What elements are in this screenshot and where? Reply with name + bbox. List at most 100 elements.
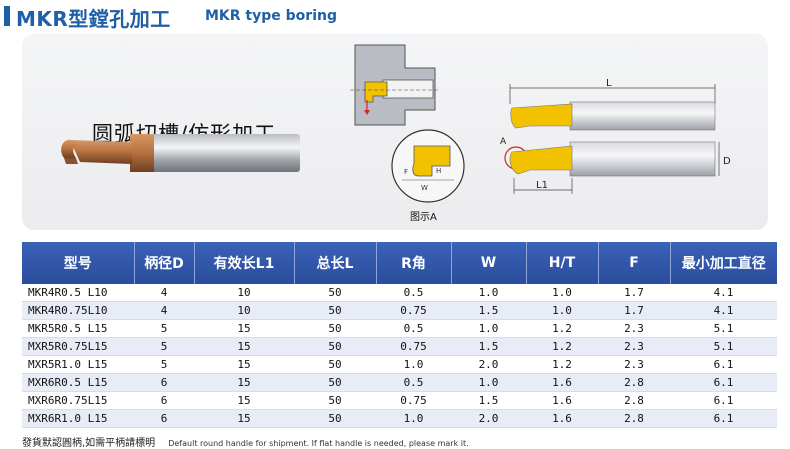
cell: 0.5 <box>376 284 451 302</box>
header-w: W <box>451 242 527 284</box>
cell: 1.0 <box>376 409 451 428</box>
header-r-angle: R角 <box>376 242 452 284</box>
table-row: MXR6R0.75L15 6 15 50 0.75 1.5 1.6 2.8 6.… <box>22 391 777 410</box>
page-subtitle: MKR type boring <box>205 8 337 24</box>
table-row: MXR6R0.5 L15 6 15 50 0.5 1.0 1.6 2.8 6.1 <box>22 373 777 392</box>
cell-model: MKR5R0.5 L15 <box>22 319 134 338</box>
cell: 1.0 <box>451 319 526 338</box>
cell: 10 <box>194 284 294 302</box>
cell: 6 <box>134 373 194 392</box>
cell: 1.7 <box>598 284 670 302</box>
dimension-drawing: L A D L1 <box>500 78 731 194</box>
cell: 0.75 <box>376 391 451 410</box>
table-row: MKR4R0.5 L10 4 10 50 0.5 1.0 1.0 1.7 4.1 <box>22 284 777 302</box>
table-row: MKR4R0.75L10 4 10 50 0.75 1.5 1.0 1.7 4.… <box>22 301 777 320</box>
cell: 1.7 <box>598 301 670 320</box>
cell: 6.1 <box>670 373 777 392</box>
cell: 1.2 <box>526 337 598 356</box>
cell: 6 <box>134 409 194 428</box>
cell: 1.2 <box>526 319 598 338</box>
label-d: D <box>723 156 731 167</box>
cell: 50 <box>294 409 376 428</box>
cell: 15 <box>194 337 294 356</box>
header-min-diameter: 最小加工直径 <box>670 242 777 284</box>
cell: 5.1 <box>670 319 777 338</box>
label-h: H <box>436 167 441 175</box>
cell: 50 <box>294 301 376 320</box>
cell: 50 <box>294 391 376 410</box>
cell: 15 <box>194 373 294 392</box>
label-l1: L1 <box>536 180 548 191</box>
table-header-row: 型号 柄径D 有效长L1 总长L R角 W H/T F 最小加工直径 <box>22 242 777 284</box>
cell: 1.5 <box>451 301 526 320</box>
cell: 2.3 <box>598 319 670 338</box>
cell: 1.6 <box>526 409 598 428</box>
cell: 0.5 <box>376 373 451 392</box>
spec-table: 型号 柄径D 有效长L1 总长L R角 W H/T F 最小加工直径 MKR4R… <box>22 242 777 428</box>
page-title: MKR型鏜孔加工 <box>16 7 171 31</box>
cell: 15 <box>194 391 294 410</box>
label-a: A <box>500 137 507 147</box>
cell: 6.1 <box>670 409 777 428</box>
cell: 15 <box>194 319 294 338</box>
figure-a-caption: 图示A <box>410 211 437 223</box>
cell: 10 <box>194 301 294 320</box>
cell: 15 <box>194 355 294 374</box>
cell: 15 <box>194 409 294 428</box>
cell: 5 <box>134 337 194 356</box>
header-effective-length: 有效长L1 <box>194 242 295 284</box>
section-diagram <box>350 44 440 126</box>
cell-model: MKR4R0.5 L10 <box>22 284 134 302</box>
cell-model: MXR5R1.0 L15 <box>22 355 134 374</box>
cell-model: MXR6R0.5 L15 <box>22 373 134 392</box>
header-model: 型号 <box>22 242 135 284</box>
cell: 6 <box>134 391 194 410</box>
cell: 1.6 <box>526 373 598 392</box>
cell: 2.0 <box>451 409 526 428</box>
cell: 4.1 <box>670 284 777 302</box>
cell: 1.5 <box>451 391 526 410</box>
cell: 4 <box>134 301 194 320</box>
title-accent-bar <box>4 6 10 26</box>
cell: 2.8 <box>598 373 670 392</box>
cell: 5 <box>134 355 194 374</box>
cell: 4.1 <box>670 301 777 320</box>
table-row: MXR6R1.0 L15 6 15 50 1.0 2.0 1.6 2.8 6.1 <box>22 409 777 428</box>
cell: 0.75 <box>376 301 451 320</box>
header-shank-diameter: 柄径D <box>134 242 195 284</box>
tool-photo-image <box>61 134 300 172</box>
header-f: F <box>598 242 671 284</box>
table-row: MXR5R1.0 L15 5 15 50 1.0 2.0 1.2 2.3 6.1 <box>22 355 777 374</box>
label-w: W <box>421 184 428 192</box>
footnote-cn: 發貨默認圓柄,如需平柄請標明 <box>22 438 156 449</box>
cell: 1.5 <box>451 337 526 356</box>
cell: 6.1 <box>670 355 777 374</box>
footnote-en: Default round handle for shipment. If fl… <box>168 439 469 448</box>
cell: 0.5 <box>376 319 451 338</box>
detail-a-diagram: F W H 图示A <box>391 129 465 223</box>
cell-model: MXR6R1.0 L15 <box>22 409 134 428</box>
footnote: 發貨默認圓柄,如需平柄請標明 Default round handle for … <box>22 434 469 449</box>
cell: 1.0 <box>526 284 598 302</box>
header-total-length: 总长L <box>294 242 377 284</box>
cell: 2.0 <box>451 355 526 374</box>
cell: 50 <box>294 284 376 302</box>
cell: 2.8 <box>598 391 670 410</box>
cell: 5.1 <box>670 337 777 356</box>
header-h-t: H/T <box>526 242 599 284</box>
cell: 6.1 <box>670 391 777 410</box>
cell: 50 <box>294 355 376 374</box>
cell-model: MKR4R0.75L10 <box>22 301 134 320</box>
cell: 2.8 <box>598 409 670 428</box>
cell: 1.2 <box>526 355 598 374</box>
cell: 1.0 <box>376 355 451 374</box>
cell-model: MXR6R0.75L15 <box>22 391 134 410</box>
cell: 2.3 <box>598 337 670 356</box>
title-bar: MKR型鏜孔加工 MKR type boring <box>0 0 790 31</box>
cell-model: MXR5R0.75L15 <box>22 337 134 356</box>
label-f: F <box>404 168 408 176</box>
cell: 0.75 <box>376 337 451 356</box>
cell: 1.0 <box>451 373 526 392</box>
table-row: MKR5R0.5 L15 5 15 50 0.5 1.0 1.2 2.3 5.1 <box>22 319 777 338</box>
cell: 1.6 <box>526 391 598 410</box>
